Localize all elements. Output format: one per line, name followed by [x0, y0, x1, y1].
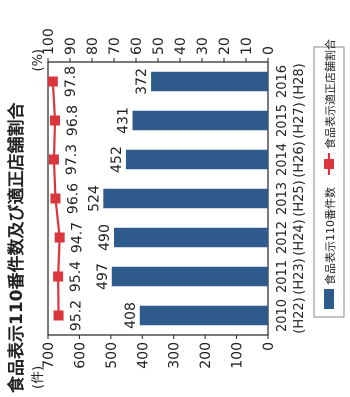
left-axis-unit: (件): [31, 366, 46, 389]
line-value-labels: 95.2 95.4 94.7 96.6 97.3 96.8 97.8: [63, 66, 86, 331]
bar-series: [103, 71, 268, 326]
line-value-label: 96.6: [65, 183, 81, 214]
line-value-label: 95.4: [68, 261, 84, 292]
category-label: 2012 (H24): [275, 219, 307, 255]
line-marker: [47, 76, 58, 87]
bar-value-label: 490: [97, 224, 113, 251]
bar-value-label: 431: [116, 107, 132, 134]
left-tick-label: 700: [41, 342, 57, 369]
bar-value-label: 372: [134, 68, 150, 95]
line-series: [47, 76, 65, 321]
bar: [114, 227, 268, 248]
right-tick-label: 90: [63, 37, 79, 55]
line-value-label: 95.2: [69, 300, 85, 331]
legend: 食品表示110番件数 食品表示適正店舗割合: [313, 39, 345, 318]
bar-value-label: 524: [86, 185, 102, 212]
left-axis-ticks: 0 100 200 300 400 500 600 700: [41, 335, 277, 369]
legend-bar-label: 食品表示110番件数: [323, 187, 337, 285]
bar: [139, 305, 268, 326]
line-value-label: 97.8: [63, 66, 79, 97]
right-tick-label: 10: [239, 37, 255, 55]
line-marker: [53, 271, 64, 282]
left-tick-label: 500: [104, 342, 120, 369]
bar: [132, 110, 268, 131]
right-tick-label: 80: [85, 37, 101, 55]
category-label: 2016 (H28): [275, 63, 307, 99]
left-tick-label: 100: [230, 342, 246, 369]
right-axis-ticks: 0 10 20 30 40 50 60 70 80 90 100: [41, 28, 277, 62]
right-tick-label: 60: [129, 37, 145, 55]
right-tick-label: 100: [41, 28, 57, 55]
category-label: 2010 (H22): [275, 297, 307, 333]
chart-title: 食品表示110番件数及び適正店舗割合: [6, 102, 27, 393]
right-tick-label: 0: [261, 46, 277, 55]
right-axis-unit: (%): [31, 49, 46, 72]
line-marker: [50, 115, 61, 126]
legend-bar-swatch: [324, 289, 334, 309]
line-value-label: 94.7: [70, 222, 86, 253]
bar-value-label: 452: [109, 146, 125, 173]
rotated-chart-group: 食品表示110番件数及び適正店舗割合 (件) (%) 0100200300400…: [6, 28, 345, 393]
legend-box: [313, 46, 345, 318]
left-tick-label: 200: [198, 342, 214, 369]
category-label: 2013 (H25): [275, 180, 307, 216]
line-marker: [48, 154, 59, 165]
bar: [111, 266, 268, 287]
right-tick-label: 70: [107, 37, 123, 55]
line-marker: [50, 193, 61, 204]
left-tick-label: 600: [72, 342, 88, 369]
legend-line-marker: [324, 159, 334, 169]
left-tick-label: 400: [135, 342, 151, 369]
line-marker: [53, 310, 64, 321]
bar-value-label: 408: [123, 302, 139, 329]
bar: [151, 71, 268, 92]
left-tick-label: 0: [261, 342, 277, 351]
right-tick-label: 40: [173, 37, 189, 55]
category-label: 2014 (H26): [275, 141, 307, 177]
line-value-label: 96.8: [65, 105, 81, 136]
left-tick-label: 300: [167, 342, 183, 369]
legend-line-label: 食品表示適正店舗割合: [323, 39, 337, 149]
right-tick-label: 50: [151, 37, 167, 55]
line-marker: [54, 232, 65, 243]
category-label: 2011 (H23): [275, 258, 307, 294]
bar: [103, 188, 268, 209]
category-label: 2015 (H27): [275, 102, 307, 138]
line-value-label: 97.3: [64, 144, 80, 175]
category-labels: 2010 (H22)2011 (H23)2012 (H24)2013 (H25)2014…: [275, 63, 307, 333]
right-tick-label: 20: [217, 37, 233, 55]
right-tick-label: 30: [195, 37, 211, 55]
bar-value-label: 497: [95, 263, 111, 290]
bar: [125, 149, 268, 170]
